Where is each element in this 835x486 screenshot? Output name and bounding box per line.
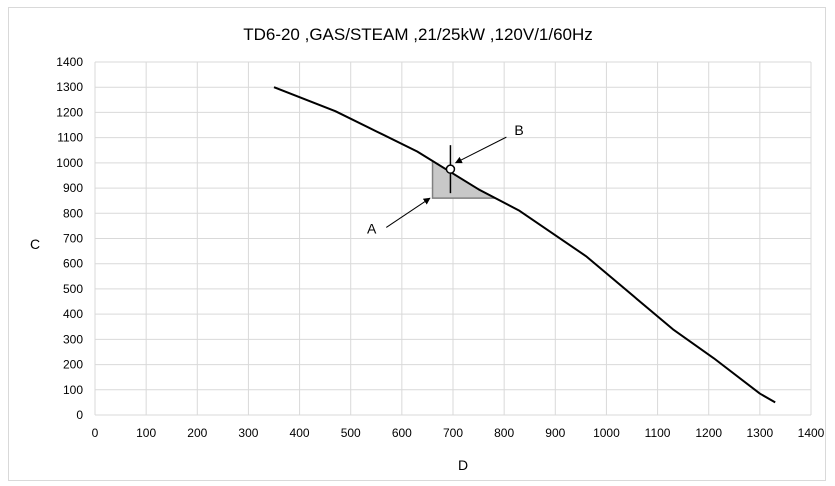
x-tick-label: 400 [290,426,310,440]
grid-layer [94,61,812,416]
x-tick-label: 200 [187,426,207,440]
y-tick-label: 1000 [56,156,83,170]
y-tick-label: 400 [63,307,83,321]
x-tick-label: 1200 [695,426,722,440]
y-tick-label: 500 [63,282,83,296]
x-tick-label: 700 [443,426,463,440]
y-tick-label: 900 [63,181,83,195]
chart-title: TD6-20 ,GAS/STEAM ,21/25kW ,120V/1/60Hz [243,25,593,44]
x-tick-label: 0 [92,426,99,440]
series-line [273,86,776,404]
x-tick-label: 500 [341,426,361,440]
x-tick-label: 100 [136,426,156,440]
series-layer [273,86,776,404]
x-tick-label: 600 [392,426,412,440]
x-tick-label: 1400 [798,426,825,440]
x-tick-label: 1300 [747,426,774,440]
chart-frame: TD6-20 ,GAS/STEAM ,21/25kW ,120V/1/60Hz … [8,7,826,481]
marker-layer [445,145,456,194]
y-tick-label: 600 [63,257,83,271]
x-tick-labels: 0 100 200 300 400 500 600 700 800 900 1000 1100 1200… [92,426,825,440]
y-tick-label: 1200 [56,105,83,119]
y-tick-label: 1100 [57,131,83,145]
x-tick-label: 800 [494,426,514,440]
y-tick-labels: 0 100 200 300 400 500 600 700 800 900 1000 1100 1200… [56,55,83,422]
x-axis-title: D [458,457,468,473]
y-tick-label: 700 [63,232,83,246]
y-tick-label: 800 [63,206,83,220]
x-tick-label: 1000 [593,426,620,440]
operating-point-marker [445,164,456,174]
y-tick-label: 1300 [56,80,83,94]
annotation-arrow [454,136,507,164]
y-tick-label: 1400 [56,55,83,69]
y-tick-label: 100 [63,383,83,397]
line-chart: TD6-20 ,GAS/STEAM ,21/25kW ,120V/1/60Hz … [30,25,825,473]
annotation-arrow [386,197,431,228]
x-tick-label: 900 [545,426,565,440]
y-axis-title: C [30,236,40,252]
annotation-label: A [367,220,377,236]
x-tick-label: 300 [238,426,258,440]
y-tick-label: 0 [76,408,83,422]
annotation-layer: AB [367,122,524,236]
y-tick-label: 300 [63,332,83,346]
y-tick-label: 200 [63,358,83,372]
annotation-label: B [514,122,523,138]
x-tick-label: 1100 [645,426,671,440]
